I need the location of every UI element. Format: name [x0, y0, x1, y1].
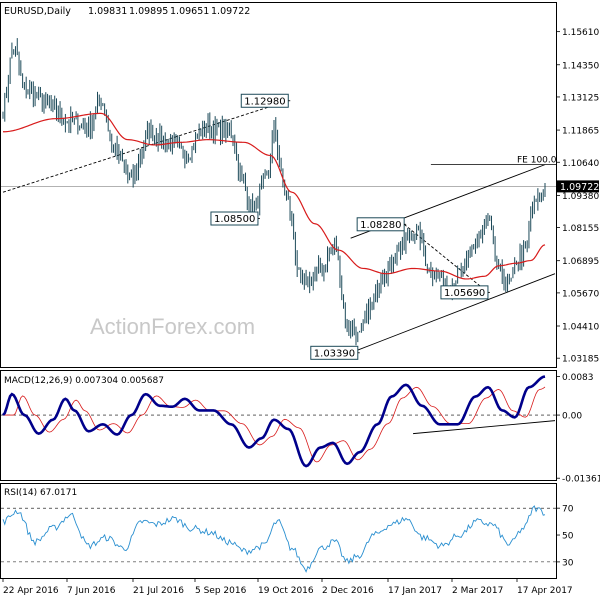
price-annotation: 1.08280 [356, 217, 407, 232]
price-bars [2, 38, 546, 346]
current-price-tag: 1.09722 [557, 180, 599, 193]
ohlc-high: 1.09895 [129, 6, 168, 17]
macd-line [2, 375, 546, 468]
date-tick-label: 5 Sep 2016 [195, 586, 247, 596]
price-tick-label: 1.09380 [562, 192, 599, 202]
date-tick-label: 7 Jun 2016 [67, 586, 116, 596]
moving-average-line [2, 112, 546, 280]
macd-axis: 0.0083 0.00 -0.013613 [556, 373, 600, 485]
price-annotation: 1.12980 [240, 93, 291, 108]
price-annotation-label: 1.05690 [444, 288, 485, 299]
price-panel-title: EURUSD,Daily [4, 6, 71, 17]
trendline [403, 223, 489, 293]
macd-tick-label: 0.0083 [562, 373, 594, 383]
ohlc-low: 1.09651 [170, 6, 209, 17]
price-tick-label: 1.13125 [562, 93, 599, 103]
rsi-tick-label: 50 [562, 532, 574, 542]
current-price-box [557, 180, 599, 193]
price-panel-frame [0, 2, 557, 368]
price-annotations: 1.12980 1.08500 1.08280 1.05690 1.03390 [210, 93, 490, 360]
macd-trendline [413, 420, 556, 435]
date-tick-label: 17 Apr 2017 [517, 586, 573, 596]
price-tick-label: 1.10640 [562, 159, 599, 169]
price-annotation-label: 1.12980 [244, 96, 285, 107]
price-tick-label: 1.08155 [562, 224, 599, 234]
date-tick-label: 21 Jul 2016 [133, 586, 184, 596]
trendline [350, 273, 556, 354]
date-tick-label: 22 Apr 2016 [3, 586, 59, 596]
rsi-tick-label: 70 [562, 505, 574, 515]
rsi-level-lines [1, 507, 556, 563]
rsi-title: RSI(14) 67.0171 [4, 488, 77, 498]
date-tick-label: 19 Oct 2016 [258, 586, 314, 596]
price-tick-label: 1.04410 [562, 323, 599, 333]
date-tick-label: 2 Mar 2017 [452, 586, 503, 596]
ohlc-open: 1.09831 [88, 6, 127, 17]
price-annotation: 1.08500 [210, 211, 260, 226]
date-axis: 22 Apr 2016 7 Jun 2016 21 Jul 2016 5 Sep 20… [2, 578, 573, 596]
price-tick-label: 1.06895 [562, 257, 599, 267]
price-annotation: 1.05690 [440, 285, 490, 300]
price-annotation-label: 1.03390 [314, 349, 355, 360]
current-price-label: 1.09722 [560, 182, 599, 193]
rsi-panel-frame [0, 483, 557, 579]
price-annotation: 1.03390 [310, 345, 360, 360]
price-tick-label: 1.03185 [562, 355, 599, 365]
rsi-tick-label: 30 [562, 558, 574, 568]
fe-level: FE 100.0 [430, 156, 557, 166]
macd-title: MACD(12,26,9) 0.007304 0.005687 [4, 376, 164, 386]
macd-tick-label: -0.013613 [562, 475, 600, 485]
rsi-axis: 70 50 30 [556, 505, 574, 568]
price-tick-label: 1.05670 [562, 289, 599, 299]
ohlc-header: 1.09831 1.09895 1.09651 1.09722 [88, 6, 250, 17]
macd-panel-frame [0, 370, 557, 481]
macd-tick-label: 0.00 [562, 412, 582, 422]
date-tick-label: 17 Jan 2017 [388, 586, 442, 596]
ohlc-close: 1.09722 [211, 6, 250, 17]
price-tick-label: 1.11865 [562, 127, 599, 137]
fe-label: FE 100.0 [517, 156, 557, 166]
price-annotation-label: 1.08280 [360, 220, 401, 231]
rsi-line [2, 505, 546, 573]
watermark: ActionForex.com [90, 314, 255, 339]
price-annotation-label: 1.08500 [214, 214, 255, 225]
date-tick-label: 2 Dec 2016 [322, 586, 374, 596]
price-tick-label: 1.14350 [562, 61, 599, 71]
price-axis: 1.15610 1.14350 1.13125 1.11865 1.10640 1.093… [556, 28, 599, 365]
price-tick-label: 1.15610 [562, 28, 599, 38]
